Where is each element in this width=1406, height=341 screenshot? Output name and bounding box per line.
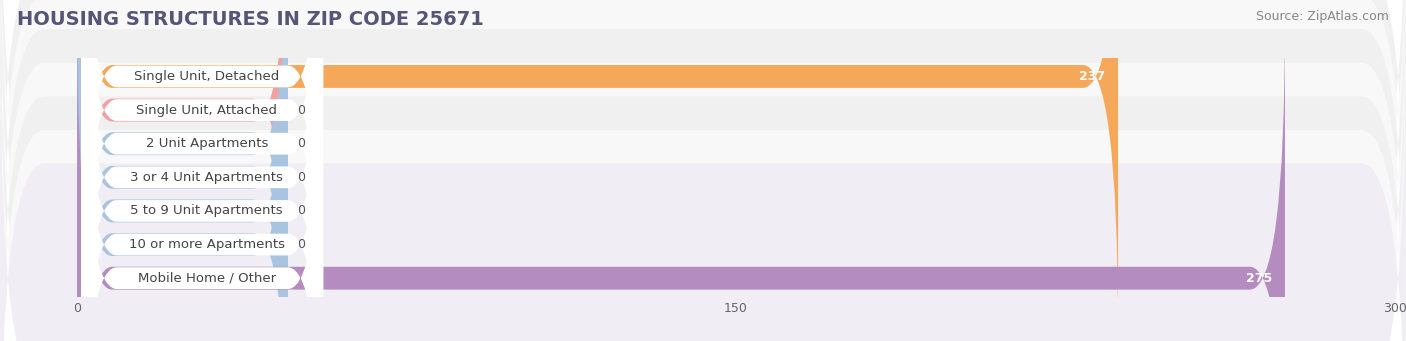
Text: 2 Unit Apartments: 2 Unit Apartments (145, 137, 269, 150)
FancyBboxPatch shape (82, 0, 323, 335)
Text: 0: 0 (297, 104, 305, 117)
Text: Mobile Home / Other: Mobile Home / Other (138, 272, 276, 285)
Text: 5 to 9 Unit Apartments: 5 to 9 Unit Apartments (131, 205, 283, 218)
Text: 0: 0 (297, 137, 305, 150)
FancyBboxPatch shape (82, 20, 323, 341)
FancyBboxPatch shape (0, 57, 1406, 341)
FancyBboxPatch shape (77, 0, 288, 341)
Text: 0: 0 (297, 205, 305, 218)
FancyBboxPatch shape (0, 0, 1406, 332)
FancyBboxPatch shape (77, 0, 1118, 334)
Text: 0: 0 (297, 171, 305, 184)
Text: Source: ZipAtlas.com: Source: ZipAtlas.com (1256, 10, 1389, 23)
FancyBboxPatch shape (82, 0, 323, 341)
Text: Single Unit, Detached: Single Unit, Detached (134, 70, 280, 83)
FancyBboxPatch shape (0, 0, 1406, 298)
Text: 10 or more Apartments: 10 or more Apartments (129, 238, 284, 251)
FancyBboxPatch shape (77, 0, 288, 341)
Text: 0: 0 (297, 238, 305, 251)
Text: 3 or 4 Unit Apartments: 3 or 4 Unit Apartments (131, 171, 283, 184)
Text: Single Unit, Attached: Single Unit, Attached (136, 104, 277, 117)
FancyBboxPatch shape (77, 0, 288, 341)
FancyBboxPatch shape (0, 23, 1406, 341)
Text: HOUSING STRUCTURES IN ZIP CODE 25671: HOUSING STRUCTURES IN ZIP CODE 25671 (17, 10, 484, 29)
FancyBboxPatch shape (77, 0, 288, 341)
FancyBboxPatch shape (82, 0, 323, 341)
FancyBboxPatch shape (82, 0, 323, 341)
FancyBboxPatch shape (82, 0, 323, 341)
Text: 237: 237 (1078, 70, 1105, 83)
FancyBboxPatch shape (82, 0, 323, 341)
FancyBboxPatch shape (77, 21, 1285, 341)
Text: 275: 275 (1246, 272, 1272, 285)
FancyBboxPatch shape (77, 0, 288, 341)
